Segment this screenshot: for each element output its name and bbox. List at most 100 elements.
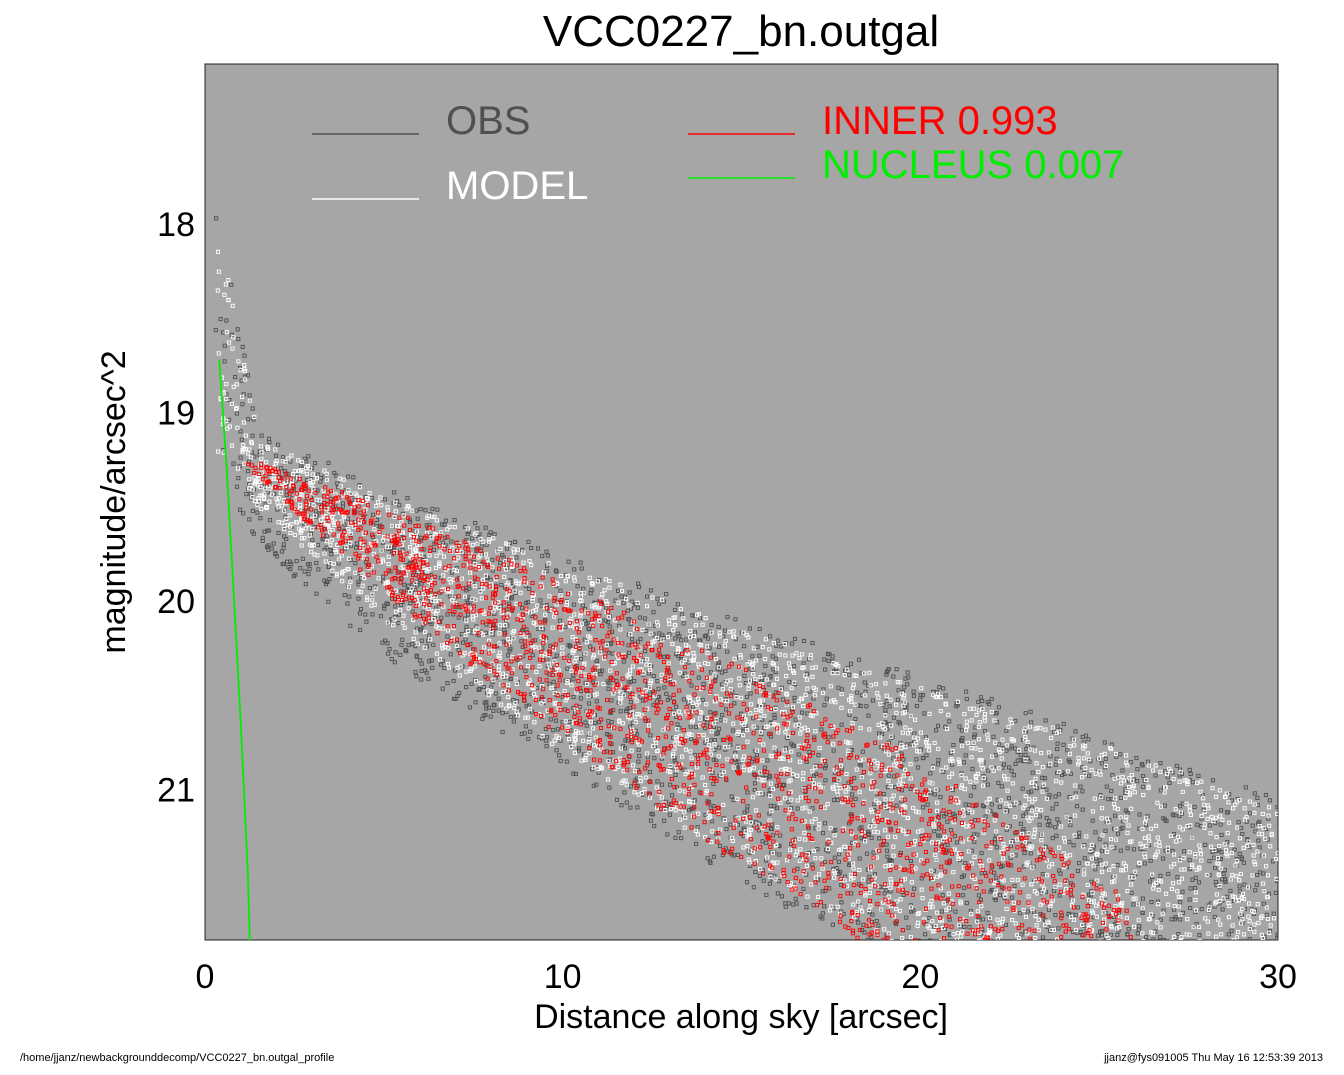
data-point — [677, 670, 682, 675]
data-point — [1240, 944, 1243, 947]
data-point — [650, 595, 655, 600]
data-point — [997, 742, 1002, 747]
data-point — [1095, 933, 1100, 938]
data-point — [1102, 844, 1107, 849]
data-point — [1204, 948, 1207, 951]
data-point — [1187, 804, 1192, 809]
data-point — [826, 658, 831, 663]
data-point — [578, 560, 583, 565]
data-point — [802, 638, 807, 643]
data-point — [889, 797, 894, 802]
data-point — [1100, 869, 1105, 874]
data-point — [1023, 811, 1028, 816]
data-point — [1089, 1019, 1092, 1022]
data-point — [1008, 844, 1014, 849]
data-point — [291, 472, 296, 477]
data-point — [786, 901, 791, 906]
data-point — [848, 661, 854, 666]
data-point — [984, 956, 987, 959]
data-point — [356, 579, 361, 584]
data-point — [1090, 963, 1093, 966]
data-point — [392, 660, 397, 665]
data-point — [1231, 950, 1234, 953]
data-point — [912, 731, 917, 736]
data-point — [314, 561, 319, 566]
data-point — [1170, 881, 1176, 886]
data-point — [440, 686, 445, 691]
data-point — [979, 986, 982, 989]
data-point — [806, 851, 811, 856]
data-point — [1199, 858, 1204, 863]
data-point — [1262, 951, 1265, 954]
data-point — [307, 566, 312, 572]
data-point — [944, 951, 947, 954]
data-point — [504, 607, 509, 612]
data-point — [1136, 927, 1141, 932]
data-point — [521, 578, 526, 583]
data-point — [492, 532, 497, 537]
data-point — [1078, 784, 1083, 789]
data-point — [249, 496, 254, 501]
data-point — [1264, 912, 1269, 917]
data-point — [1187, 767, 1192, 772]
data-point — [1151, 991, 1154, 994]
data-point — [475, 541, 480, 546]
data-point — [1123, 790, 1128, 796]
data-point — [904, 915, 909, 920]
data-point — [934, 943, 937, 946]
data-point — [1212, 855, 1217, 860]
data-point — [624, 800, 629, 805]
data-point — [959, 874, 964, 880]
data-point — [1055, 1002, 1058, 1005]
data-point — [716, 644, 721, 649]
data-point — [493, 576, 498, 582]
data-point — [442, 522, 447, 527]
data-point — [481, 684, 486, 690]
data-point — [284, 536, 289, 542]
data-point — [1158, 977, 1161, 980]
data-point — [964, 696, 969, 701]
data-point — [1199, 907, 1204, 912]
data-point — [1086, 773, 1092, 778]
data-point — [1250, 1040, 1253, 1043]
data-point — [730, 728, 736, 733]
data-point — [912, 886, 917, 891]
data-point — [943, 693, 948, 698]
data-point — [418, 507, 423, 512]
data-point — [672, 741, 677, 746]
data-point — [703, 633, 709, 638]
data-point — [752, 781, 758, 786]
data-point — [655, 779, 660, 784]
data-point — [1222, 842, 1227, 847]
data-point — [1158, 873, 1163, 878]
data-point — [1037, 992, 1040, 995]
data-point — [679, 612, 684, 617]
data-point — [1066, 912, 1071, 917]
data-point — [827, 652, 832, 657]
data-point — [1162, 790, 1167, 795]
data-point — [336, 561, 341, 566]
data-point — [1176, 931, 1181, 937]
data-point — [891, 853, 896, 858]
data-point — [1025, 909, 1030, 914]
data-point — [410, 540, 415, 545]
data-point — [1152, 944, 1155, 947]
data-point — [497, 631, 502, 636]
data-point — [1111, 1000, 1114, 1003]
data-point — [1140, 896, 1145, 901]
data-point — [678, 817, 683, 822]
data-point — [1164, 771, 1170, 776]
data-point — [443, 535, 448, 540]
data-point — [545, 657, 550, 662]
data-point — [445, 634, 450, 639]
data-point — [987, 994, 990, 997]
data-point — [999, 971, 1002, 974]
data-point — [864, 704, 869, 709]
data-point — [385, 641, 390, 646]
data-point — [1231, 975, 1234, 978]
data-point — [1242, 941, 1245, 944]
data-point — [380, 640, 385, 645]
data-point — [401, 564, 406, 569]
data-point — [410, 609, 415, 614]
data-point — [824, 696, 829, 701]
